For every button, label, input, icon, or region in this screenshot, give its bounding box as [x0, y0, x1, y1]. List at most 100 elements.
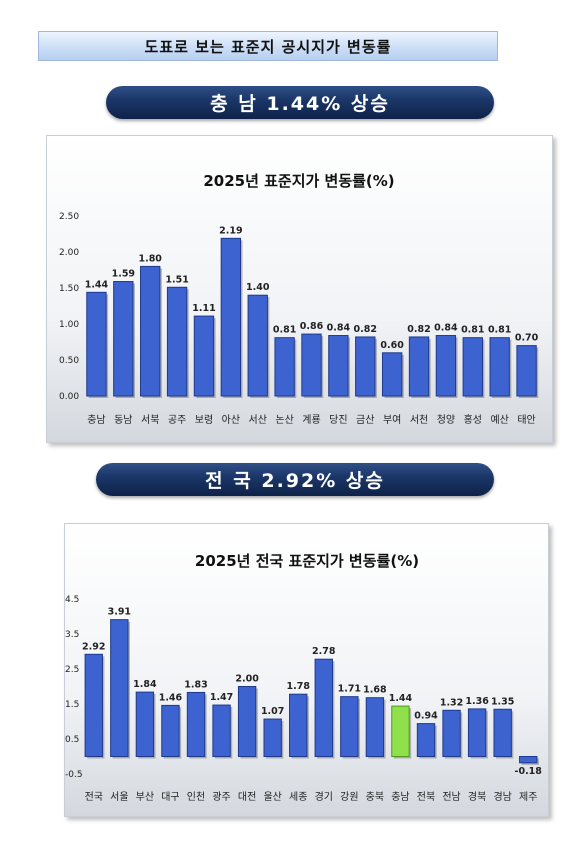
data-label: 1.07: [261, 706, 284, 717]
category-label: 대전: [238, 791, 256, 803]
bar-서북: [140, 265, 161, 397]
category-label: 논산: [275, 414, 293, 426]
data-label: 2.78: [312, 646, 336, 657]
bar-동남: [113, 281, 134, 397]
data-label: 1.59: [112, 269, 135, 280]
bar-금산: [355, 336, 376, 397]
chart-title: 2025년 표준지가 변동률(%): [203, 172, 394, 190]
data-label: 1.84: [133, 679, 157, 690]
category-label: 경남: [493, 790, 511, 803]
category-label: 당진: [329, 414, 347, 426]
data-label: 1.78: [286, 681, 310, 692]
data-label: 1.44: [85, 279, 109, 290]
chungnam-bar-chart: 2025년 표준지가 변동률(%) 0.00 0.50 1.00 1.50 2.00 2.5…: [47, 136, 552, 442]
bar-울산: [263, 718, 282, 758]
bar-서울: [110, 619, 129, 758]
data-label: 1.47: [210, 692, 233, 703]
data-label: 1.80: [138, 253, 162, 264]
y-tick-label: 2.5: [65, 665, 79, 675]
chart-panel-chungnam: 2025년 표준지가 변동률(%) 0.00 0.50 1.00 1.50 2.00 2.5…: [46, 135, 553, 443]
data-label: 1.83: [184, 679, 207, 690]
data-label: 0.94: [414, 711, 438, 722]
data-label: 1.71: [338, 684, 361, 695]
data-label: 0.86: [300, 321, 324, 332]
bar-전남: [442, 709, 461, 758]
bar-충남: [86, 291, 107, 397]
category-label: 경북: [468, 790, 486, 803]
bar-계룡: [301, 333, 322, 397]
bar-경기: [314, 658, 333, 757]
bar-전국: [84, 653, 103, 757]
category-label: 서북: [141, 414, 159, 426]
category-label: 공주: [168, 414, 186, 426]
chungnam-summary-banner: 충 남 1.44% 상승: [106, 86, 494, 119]
bar-세종: [289, 693, 308, 757]
y-tick-label: 0.50: [59, 356, 79, 366]
y-tick-label: 1.50: [59, 284, 79, 294]
category-label: 제주: [519, 791, 537, 803]
bar-서천: [408, 336, 430, 397]
category-label: 서천: [410, 414, 428, 426]
category-label: 금산: [356, 414, 374, 426]
bar-강원: [340, 696, 359, 757]
bar-충북: [365, 697, 385, 757]
y-tick-label: 4.5: [65, 595, 79, 605]
bar-부여: [381, 352, 403, 397]
y-tick-label: 0.5: [65, 735, 79, 745]
data-label: 1.51: [165, 274, 188, 285]
bar-대구: [161, 704, 180, 757]
category-label: 태안: [517, 414, 535, 426]
category-label: 울산: [263, 791, 281, 803]
bar-예산: [489, 337, 510, 397]
data-label: 2.00: [235, 674, 259, 685]
category-label: 충남: [391, 791, 409, 803]
bar-공주: [166, 286, 188, 397]
data-label: 0.81: [488, 325, 511, 336]
category-label: 청양: [437, 414, 455, 426]
bar-충남: [391, 705, 410, 758]
bar-당진: [328, 335, 349, 397]
data-label: 0.82: [354, 324, 377, 335]
category-label: 전국: [85, 791, 103, 803]
category-label: 전북: [417, 791, 435, 803]
category-label: 예산: [490, 414, 508, 426]
bar-부산: [135, 691, 155, 758]
bar-보령: [193, 315, 215, 397]
data-label: 0.81: [273, 325, 296, 336]
data-label: 0.81: [461, 325, 484, 336]
category-label: 아산: [222, 414, 240, 426]
national-bar-chart: 2025년 전국 표준지가 변동률(%) -0.5 0.5 1.5 2.5 3.5 4.5 2…: [65, 524, 548, 816]
data-label: 0.60: [380, 340, 404, 351]
y-tick-label: 2.00: [59, 248, 79, 258]
data-label: 1.68: [363, 685, 387, 696]
bar-홍성: [462, 337, 483, 397]
bar-대전: [237, 686, 257, 757]
bar-경남: [493, 708, 512, 757]
data-label: 3.91: [108, 607, 131, 618]
page-title: 도표로 보는 표준지 공시지가 변동률: [38, 31, 498, 61]
data-label: 1.40: [246, 282, 270, 293]
bar-청양: [435, 335, 457, 397]
data-label: 0.84: [327, 323, 351, 334]
data-label: 0.84: [434, 323, 458, 334]
category-label: 홍성: [464, 413, 482, 426]
y-tick-label: -0.5: [65, 770, 83, 780]
bar-광주: [212, 704, 231, 758]
chart-background: [65, 524, 548, 816]
bar-인천: [186, 691, 206, 757]
category-label: 보령: [195, 414, 213, 426]
national-summary-banner: 전 국 2.92% 상승: [96, 463, 494, 496]
category-label: 충북: [366, 791, 384, 803]
data-label: 1.11: [192, 303, 215, 314]
category-label: 광주: [212, 791, 230, 803]
data-label: 1.36: [465, 696, 489, 707]
category-label: 강원: [340, 791, 358, 803]
category-label: 계룡: [302, 414, 320, 426]
category-label: 서울: [110, 791, 128, 803]
category-label: 부여: [383, 414, 401, 426]
bar-태안: [516, 345, 537, 397]
chart-panel-national: 2025년 전국 표준지가 변동률(%) -0.5 0.5 1.5 2.5 3.5 4.5 2…: [64, 523, 549, 817]
chart-title: 2025년 전국 표준지가 변동률(%): [195, 552, 419, 570]
y-tick-label: 0.00: [59, 392, 79, 402]
category-label: 서산: [249, 414, 267, 426]
